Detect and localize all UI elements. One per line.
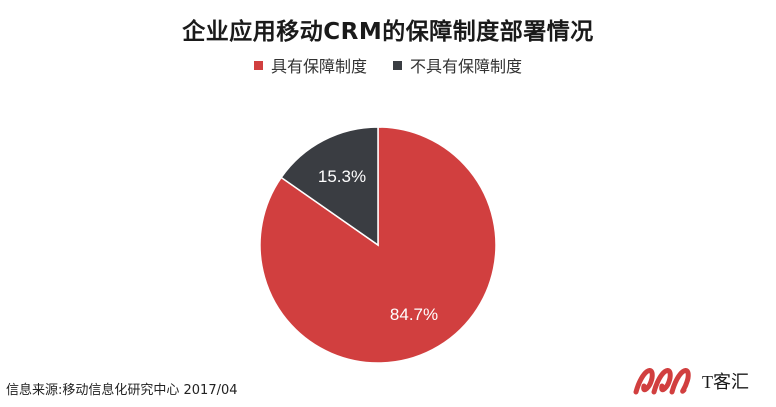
- legend-swatch-has-policy: [253, 60, 263, 70]
- pie-slice-label-1: 15.3%: [318, 167, 366, 186]
- legend-item-has-policy: 具有保障制度: [253, 53, 367, 77]
- pie-slice-1: [280, 126, 379, 247]
- chart-title: 企业应用移动CRM的保障制度部署情况: [182, 19, 594, 45]
- legend: 具有保障制度 不具有保障制度: [0, 53, 776, 77]
- legend-swatch-no-policy: [393, 60, 402, 70]
- legend-label-no-policy: 不具有保障制度: [410, 57, 523, 76]
- logo-mark: [633, 367, 691, 395]
- legend-label-has-policy: 具有保障制度: [270, 57, 367, 76]
- pie-slice-0: [259, 126, 497, 364]
- logo: T客汇: [633, 367, 749, 395]
- pie-slice-label-0: 84.7%: [390, 305, 438, 324]
- source-note: 信息来源:移动信息化研究中心 2017/04: [6, 383, 238, 398]
- legend-item-no-policy: 不具有保障制度: [393, 53, 522, 77]
- logo-text: T客汇: [702, 372, 749, 392]
